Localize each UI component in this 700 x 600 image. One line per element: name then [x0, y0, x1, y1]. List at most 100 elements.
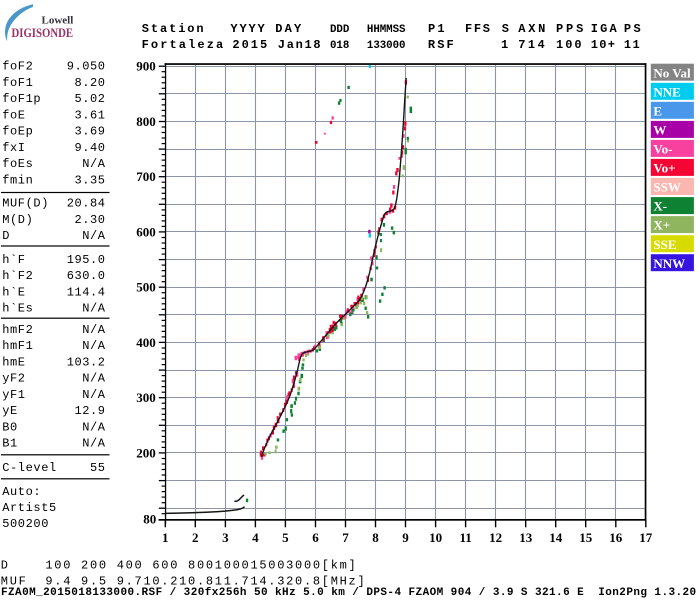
svg-text:8.20: 8.20: [74, 76, 105, 90]
svg-text:80: 80: [143, 512, 156, 527]
svg-text:20.84: 20.84: [67, 197, 106, 211]
svg-text:3.69: 3.69: [74, 125, 105, 139]
svg-text:IGA: IGA: [591, 22, 619, 36]
svg-text:N/A: N/A: [82, 302, 106, 316]
svg-text:6: 6: [312, 530, 319, 545]
svg-text:8: 8: [372, 530, 379, 545]
svg-text:HHMMSS: HHMMSS: [367, 24, 406, 36]
svg-text:195.0: 195.0: [67, 253, 106, 267]
svg-text:DDD: DDD: [330, 24, 350, 36]
svg-text:9.050: 9.050: [67, 60, 106, 74]
svg-text:hmE: hmE: [2, 355, 25, 369]
svg-text:h`F: h`F: [2, 253, 25, 267]
svg-text:9.40: 9.40: [74, 141, 105, 155]
svg-text:D 100 200 400 600 800100015: D 100 200 400 600 800100015003000[km]: [1, 558, 358, 572]
svg-text:FFS: FFS: [465, 22, 492, 36]
svg-text:2015: 2015: [232, 38, 269, 52]
svg-text:1: 1: [501, 38, 508, 52]
svg-text:foEs: foEs: [2, 157, 33, 171]
svg-text:800: 800: [136, 114, 156, 129]
svg-text:N/A: N/A: [82, 157, 106, 171]
svg-text:No Val: No Val: [653, 65, 691, 80]
svg-text:018: 018: [330, 40, 349, 52]
svg-text:17: 17: [639, 530, 653, 545]
svg-text:foF1p: foF1p: [2, 92, 41, 106]
svg-text:714: 714: [518, 38, 547, 52]
svg-text:h`Es: h`Es: [2, 302, 33, 316]
svg-text:Fortaleza: Fortaleza: [142, 38, 226, 52]
svg-text:Lowell: Lowell: [42, 14, 74, 26]
svg-text:2.30: 2.30: [74, 213, 105, 227]
svg-text:P1: P1: [428, 22, 447, 36]
svg-text:PPS: PPS: [556, 22, 586, 36]
svg-text:fxI: fxI: [2, 141, 25, 155]
svg-text:foE: foE: [2, 108, 25, 122]
svg-text:55: 55: [90, 461, 106, 475]
svg-text:3.35: 3.35: [74, 173, 105, 187]
svg-text:C-level: C-level: [2, 461, 57, 475]
svg-text:YYYY: YYYY: [230, 22, 266, 36]
svg-text:W: W: [653, 123, 666, 138]
svg-text:h`F2: h`F2: [2, 269, 33, 283]
svg-text:foF2: foF2: [2, 60, 33, 74]
svg-text:11: 11: [459, 530, 471, 545]
svg-text:Vo-: Vo-: [653, 142, 672, 157]
svg-text:DIGISONDE: DIGISONDE: [12, 26, 74, 40]
svg-text:1: 1: [162, 530, 169, 545]
svg-text:3.61: 3.61: [74, 108, 105, 122]
svg-text:AXN: AXN: [518, 22, 548, 36]
svg-text:foEp: foEp: [2, 125, 33, 139]
svg-text:fmin: fmin: [2, 173, 33, 187]
svg-text:10: 10: [429, 530, 442, 545]
svg-text:700: 700: [136, 169, 156, 184]
svg-text:Auto:: Auto:: [2, 485, 41, 499]
svg-text:500: 500: [136, 280, 156, 295]
svg-text:MUF(D): MUF(D): [2, 197, 49, 211]
svg-text:Station: Station: [142, 22, 206, 36]
svg-text:14: 14: [549, 530, 563, 545]
svg-text:B1: B1: [2, 437, 18, 451]
svg-text:13: 13: [519, 530, 533, 545]
svg-text:hmF1: hmF1: [2, 339, 33, 353]
svg-text:M(D): M(D): [2, 213, 33, 227]
svg-text:N/A: N/A: [82, 372, 106, 386]
svg-text:NNW: NNW: [653, 256, 685, 271]
svg-text:E: E: [653, 103, 662, 118]
svg-text:X+: X+: [653, 218, 670, 233]
svg-text:630.0: 630.0: [67, 269, 106, 283]
svg-text:yF2: yF2: [2, 372, 25, 386]
svg-text:N/A: N/A: [82, 229, 106, 243]
svg-text:X-: X-: [653, 199, 667, 214]
svg-text:N/A: N/A: [82, 323, 106, 337]
svg-text:DAY: DAY: [275, 22, 303, 36]
svg-text:Vo+: Vo+: [653, 161, 675, 176]
svg-text:yF1: yF1: [2, 388, 25, 402]
svg-text:200: 200: [136, 445, 156, 460]
svg-text:Jan18: Jan18: [278, 38, 323, 52]
svg-text:11: 11: [624, 38, 641, 52]
svg-text:12: 12: [489, 530, 502, 545]
svg-text:900: 900: [136, 59, 156, 74]
svg-text:hmF2: hmF2: [2, 323, 33, 337]
svg-text:114.4: 114.4: [67, 285, 106, 299]
svg-text:10+: 10+: [591, 38, 617, 52]
svg-text:2: 2: [192, 530, 199, 545]
svg-text:MUF 9.4 9.5 9.710.210.811.714: MUF 9.4 9.5 9.710.210.811.714.320.8[MHz]: [1, 575, 367, 589]
svg-text:h`E: h`E: [2, 285, 25, 299]
svg-text:5: 5: [282, 530, 289, 545]
svg-text:FZA0M_2015018133000.RSF / 320f: FZA0M_2015018133000.RSF / 320fx256h 50 k…: [1, 587, 697, 599]
svg-text:3: 3: [222, 530, 229, 545]
svg-text:300: 300: [136, 390, 156, 405]
svg-text:N/A: N/A: [82, 339, 106, 353]
svg-text:5.02: 5.02: [74, 92, 105, 106]
svg-text:500200: 500200: [2, 517, 49, 531]
svg-text:7: 7: [342, 530, 349, 545]
svg-text:N/A: N/A: [82, 437, 106, 451]
svg-text:NNE: NNE: [653, 84, 680, 99]
svg-text:D: D: [2, 229, 10, 243]
svg-text:103.2: 103.2: [67, 355, 106, 369]
svg-text:600: 600: [136, 224, 156, 239]
svg-text:yE: yE: [2, 404, 18, 418]
svg-text:SSE: SSE: [653, 237, 676, 252]
svg-text:S: S: [502, 22, 509, 36]
